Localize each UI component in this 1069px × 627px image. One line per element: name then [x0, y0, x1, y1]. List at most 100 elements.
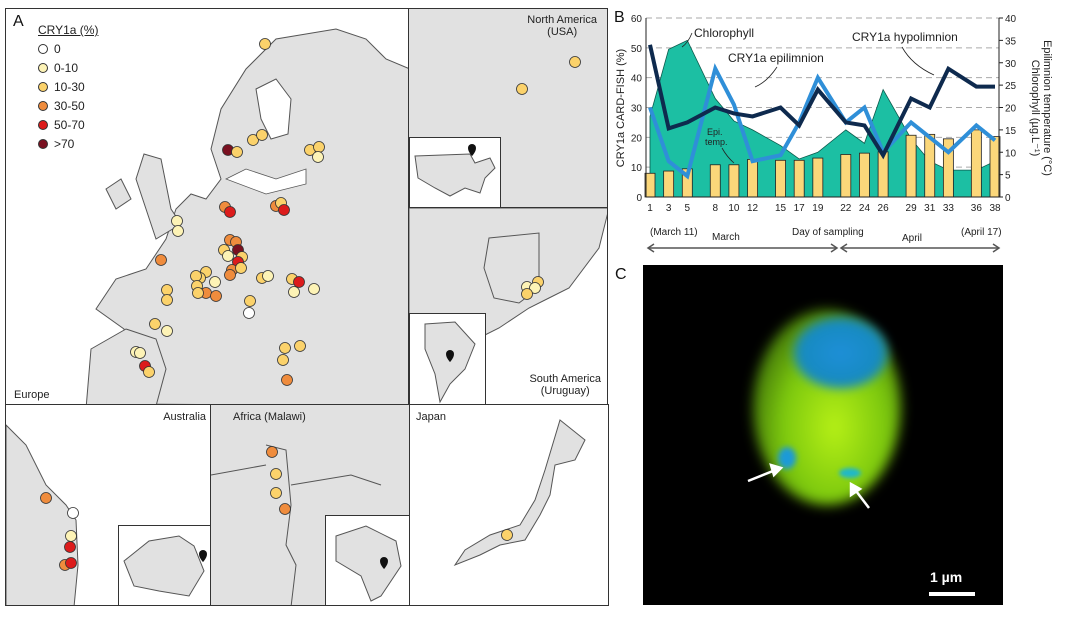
x-tick-label: 29 — [906, 203, 918, 214]
probe-signal — [778, 447, 796, 469]
temperature-bar — [859, 152, 870, 198]
x-tick-label: 15 — [775, 203, 787, 214]
temperature-bar — [840, 154, 852, 198]
x-tick-label: 36 — [971, 203, 983, 214]
legend-label: 30-50 — [54, 98, 85, 113]
japan-label: Japan — [416, 411, 446, 423]
x-tick-label: 26 — [878, 203, 890, 214]
x-tick-label: 24 — [859, 203, 871, 214]
africa-inset — [325, 515, 409, 605]
europe-map-panel: A CRY1a (%) 0 0-10 10-30 30-50 50-70 >70… — [5, 8, 409, 405]
legend-item: 0-10 — [38, 58, 98, 77]
africa-label: Africa (Malawi) — [233, 411, 306, 423]
legend-item: >70 — [38, 134, 98, 153]
legend-dot — [38, 100, 48, 111]
month-label-march: March — [712, 232, 740, 243]
location-pin-icon — [199, 550, 207, 562]
arrowhead-icon — [830, 243, 839, 253]
south-america-label: South America (Uruguay) — [529, 373, 601, 398]
y-tick-label: 0 — [636, 193, 642, 204]
epi-temp-annotation: temp. — [705, 137, 728, 147]
legend-dot — [38, 81, 48, 92]
annotation-arrows — [681, 32, 935, 164]
date-end-label: (April 17) — [961, 227, 1002, 238]
australia-label: Australia — [163, 411, 206, 423]
legend-label: >70 — [54, 136, 75, 151]
y2-tick-label: 35 — [1005, 36, 1017, 47]
temperature-bar — [709, 164, 721, 198]
pointer-arrow-icon — [721, 147, 735, 164]
epi-temp-annotation: Epi. — [707, 127, 723, 137]
panel-c-label: C — [615, 266, 627, 283]
hypolimnion-line — [648, 44, 995, 160]
arrowhead-icon — [839, 243, 848, 253]
legend-label: 0-10 — [54, 60, 79, 75]
x-axis-label: Day of sampling — [792, 227, 864, 238]
legend-dot — [38, 119, 48, 130]
y-tick-label: 40 — [631, 74, 643, 85]
legend-item: 0 — [38, 39, 98, 58]
x-tick-label: 12 — [747, 203, 759, 214]
legend-dot — [38, 62, 48, 73]
y-tick-label: 60 — [631, 14, 643, 25]
temperature-bar — [924, 133, 936, 198]
x-tick-label: 19 — [812, 203, 824, 214]
x-tick-label: 38 — [989, 203, 1001, 214]
pointer-arrow-icon — [901, 46, 935, 76]
epilimnion-line — [648, 63, 997, 180]
legend-item: 10-30 — [38, 77, 98, 96]
epilimnion-annotation: CRY1a epilimnion — [728, 51, 824, 65]
africa-map-panel: Africa (Malawi) — [210, 404, 410, 606]
nucleus — [793, 317, 888, 389]
usa-inset — [409, 137, 501, 207]
y-tick-label: 50 — [631, 44, 643, 55]
japan-map-panel: Japan — [409, 404, 609, 606]
north-america-map-panel: North America (USA) — [408, 8, 608, 208]
legend-label: 10-30 — [54, 79, 85, 94]
temperature-bar — [663, 170, 675, 198]
australia-inset — [118, 525, 210, 605]
date-start-label: (March 11) — [650, 227, 698, 238]
europe-map — [85, 28, 408, 404]
x-tick-label: 3 — [666, 203, 672, 214]
arrow-icon — [849, 481, 870, 509]
scale-bar — [929, 592, 975, 596]
y2-tick-label: 0 — [1005, 193, 1011, 204]
europe-label: Europe — [14, 389, 50, 401]
y-tick-label: 30 — [631, 104, 643, 115]
x-tick-label: 33 — [943, 203, 955, 214]
y2-tick-label: 30 — [1005, 59, 1017, 70]
location-pin-icon — [468, 144, 476, 156]
panel-a-label: A — [13, 13, 24, 30]
y2-axis-label: Epilimnion temperature (°C) — [1041, 40, 1053, 176]
temperature-bar — [775, 159, 786, 198]
chlorophyll-annotation: Chlorophyll — [694, 26, 754, 40]
temperature-bar — [970, 129, 982, 198]
month-label-april: April — [902, 233, 922, 244]
y2-tick-label: 25 — [1005, 81, 1017, 92]
legend-label: 0 — [54, 41, 61, 56]
x-tick-label: 10 — [728, 203, 740, 214]
x-tick-label: 5 — [685, 203, 691, 214]
legend-label: 50-70 — [54, 117, 85, 132]
probe-signal — [839, 468, 861, 478]
arrowhead-icon — [992, 243, 1001, 253]
y2-tick-label: 20 — [1005, 104, 1017, 115]
pointer-arrow-icon — [754, 66, 778, 88]
x-tick-label: 8 — [712, 203, 718, 214]
y-tick-label: 10 — [631, 163, 643, 174]
legend-dot — [38, 43, 48, 54]
temperature-bar — [747, 159, 758, 198]
legend-item: 50-70 — [38, 115, 98, 134]
y-axis-label: CRY1a CARD-FISH (%) — [615, 49, 627, 167]
panel-b-label: B — [614, 9, 625, 26]
fluorescence-micrograph: 1 µm — [643, 265, 1003, 605]
legend-title: CRY1a (%) — [38, 23, 99, 37]
x-tick-label: 22 — [840, 203, 852, 214]
scale-bar-label: 1 µm — [930, 569, 963, 585]
y2-tick-label: 10 — [1005, 148, 1017, 159]
south-america-inset — [409, 313, 486, 404]
y2-tick-label: 40 — [1005, 14, 1017, 25]
chart-panel-b: B 0 10 20 30 40 50 60 0 5 10 15 20 25 30 35 40 1 3 5 8 10 12 1… — [612, 5, 1069, 265]
